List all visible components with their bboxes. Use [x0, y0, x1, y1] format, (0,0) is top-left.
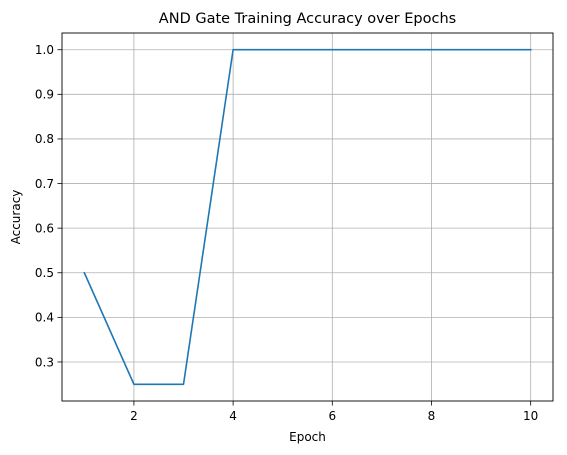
x-tick-label: 6	[328, 409, 336, 423]
x-tick-label: 8	[428, 409, 436, 423]
y-tick-label: 0.8	[35, 132, 54, 146]
y-tick-label: 0.3	[35, 355, 54, 369]
y-axis-label: Accuracy	[9, 190, 23, 245]
x-axis-label: Epoch	[289, 430, 326, 444]
y-tick-label: 0.4	[35, 311, 54, 325]
x-tick-label: 10	[523, 409, 538, 423]
series-line	[83, 48, 532, 386]
y-tick-label: 0.7	[35, 177, 54, 191]
x-axis-ticks: 2 4 6 8 10	[130, 401, 538, 423]
y-tick-label: 0.5	[35, 266, 54, 280]
y-tick-label: 0.9	[35, 88, 54, 102]
series-layer	[83, 48, 532, 386]
x-tick-label: 4	[229, 409, 237, 423]
y-tick-label: 0.6	[35, 221, 54, 235]
chart-title: AND Gate Training Accuracy over Epochs	[159, 11, 456, 27]
y-tick-label: 1.0	[35, 43, 54, 57]
y-axis-ticks: 0.3 0.4 0.5 0.6 0.7 0.8 0.9 1.0	[35, 43, 62, 369]
x-tick-label: 2	[130, 409, 138, 423]
plot-frame	[61, 32, 554, 402]
